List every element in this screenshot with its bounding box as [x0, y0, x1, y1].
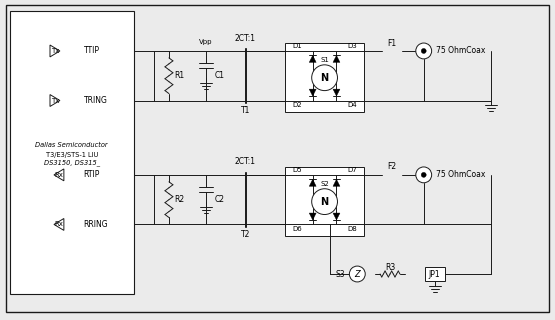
- Polygon shape: [54, 169, 64, 181]
- Circle shape: [421, 172, 426, 177]
- Polygon shape: [54, 219, 64, 230]
- Polygon shape: [333, 89, 340, 96]
- Circle shape: [416, 167, 432, 183]
- Text: D2: D2: [292, 102, 302, 108]
- Text: N: N: [321, 73, 329, 83]
- Text: S1: S1: [320, 57, 329, 63]
- Circle shape: [421, 48, 426, 53]
- Text: TTIP: TTIP: [84, 46, 100, 55]
- Text: DS3150, DS315_: DS3150, DS315_: [44, 160, 100, 166]
- Text: F1: F1: [387, 38, 397, 48]
- Bar: [285, 167, 364, 236]
- Text: D6: D6: [292, 226, 302, 232]
- Text: Z: Z: [355, 269, 360, 278]
- Text: 75 OhmCoax: 75 OhmCoax: [436, 170, 485, 180]
- Text: 2CT:1: 2CT:1: [235, 34, 256, 43]
- Bar: [285, 43, 364, 112]
- Polygon shape: [309, 55, 316, 62]
- Text: D7: D7: [347, 167, 357, 173]
- Text: 2CT:1: 2CT:1: [235, 157, 256, 166]
- Polygon shape: [333, 213, 340, 220]
- Circle shape: [416, 43, 432, 59]
- Circle shape: [312, 65, 337, 91]
- Text: JP1: JP1: [429, 269, 441, 278]
- Text: R1: R1: [174, 71, 184, 80]
- Text: RRING: RRING: [84, 220, 108, 229]
- Text: T1: T1: [241, 106, 250, 115]
- Bar: [425, 267, 445, 281]
- Text: T3/E3/STS-1 LIU: T3/E3/STS-1 LIU: [46, 152, 98, 158]
- Text: S3: S3: [336, 269, 345, 278]
- Text: TRING: TRING: [84, 96, 108, 105]
- Polygon shape: [333, 179, 340, 186]
- Text: RTIP: RTIP: [84, 170, 100, 180]
- Polygon shape: [333, 55, 340, 62]
- Polygon shape: [50, 95, 60, 107]
- Text: D1: D1: [292, 43, 302, 49]
- Text: D5: D5: [292, 167, 302, 173]
- Text: Tx: Tx: [51, 98, 59, 104]
- Text: F2: F2: [387, 163, 397, 172]
- Text: Rx: Rx: [54, 172, 63, 178]
- Text: 75 OhmCoax: 75 OhmCoax: [436, 46, 485, 55]
- Text: D8: D8: [347, 226, 357, 232]
- Text: C1: C1: [215, 71, 225, 80]
- Text: Rx: Rx: [54, 221, 63, 228]
- Text: Vpp: Vpp: [199, 39, 213, 45]
- Text: N: N: [321, 196, 329, 207]
- Polygon shape: [309, 89, 316, 96]
- Polygon shape: [309, 213, 316, 220]
- Text: S2: S2: [320, 181, 329, 187]
- Polygon shape: [309, 179, 316, 186]
- Text: R2: R2: [174, 195, 184, 204]
- Text: D3: D3: [347, 43, 357, 49]
- Polygon shape: [50, 45, 60, 57]
- Text: C2: C2: [215, 195, 225, 204]
- Text: D4: D4: [347, 102, 357, 108]
- Text: R3: R3: [385, 263, 395, 272]
- Text: T2: T2: [241, 230, 250, 239]
- Circle shape: [312, 189, 337, 214]
- Bar: [11, 11, 134, 294]
- Text: Tx: Tx: [51, 48, 59, 54]
- Circle shape: [349, 266, 365, 282]
- Text: Dallas Semiconductor: Dallas Semiconductor: [36, 142, 108, 148]
